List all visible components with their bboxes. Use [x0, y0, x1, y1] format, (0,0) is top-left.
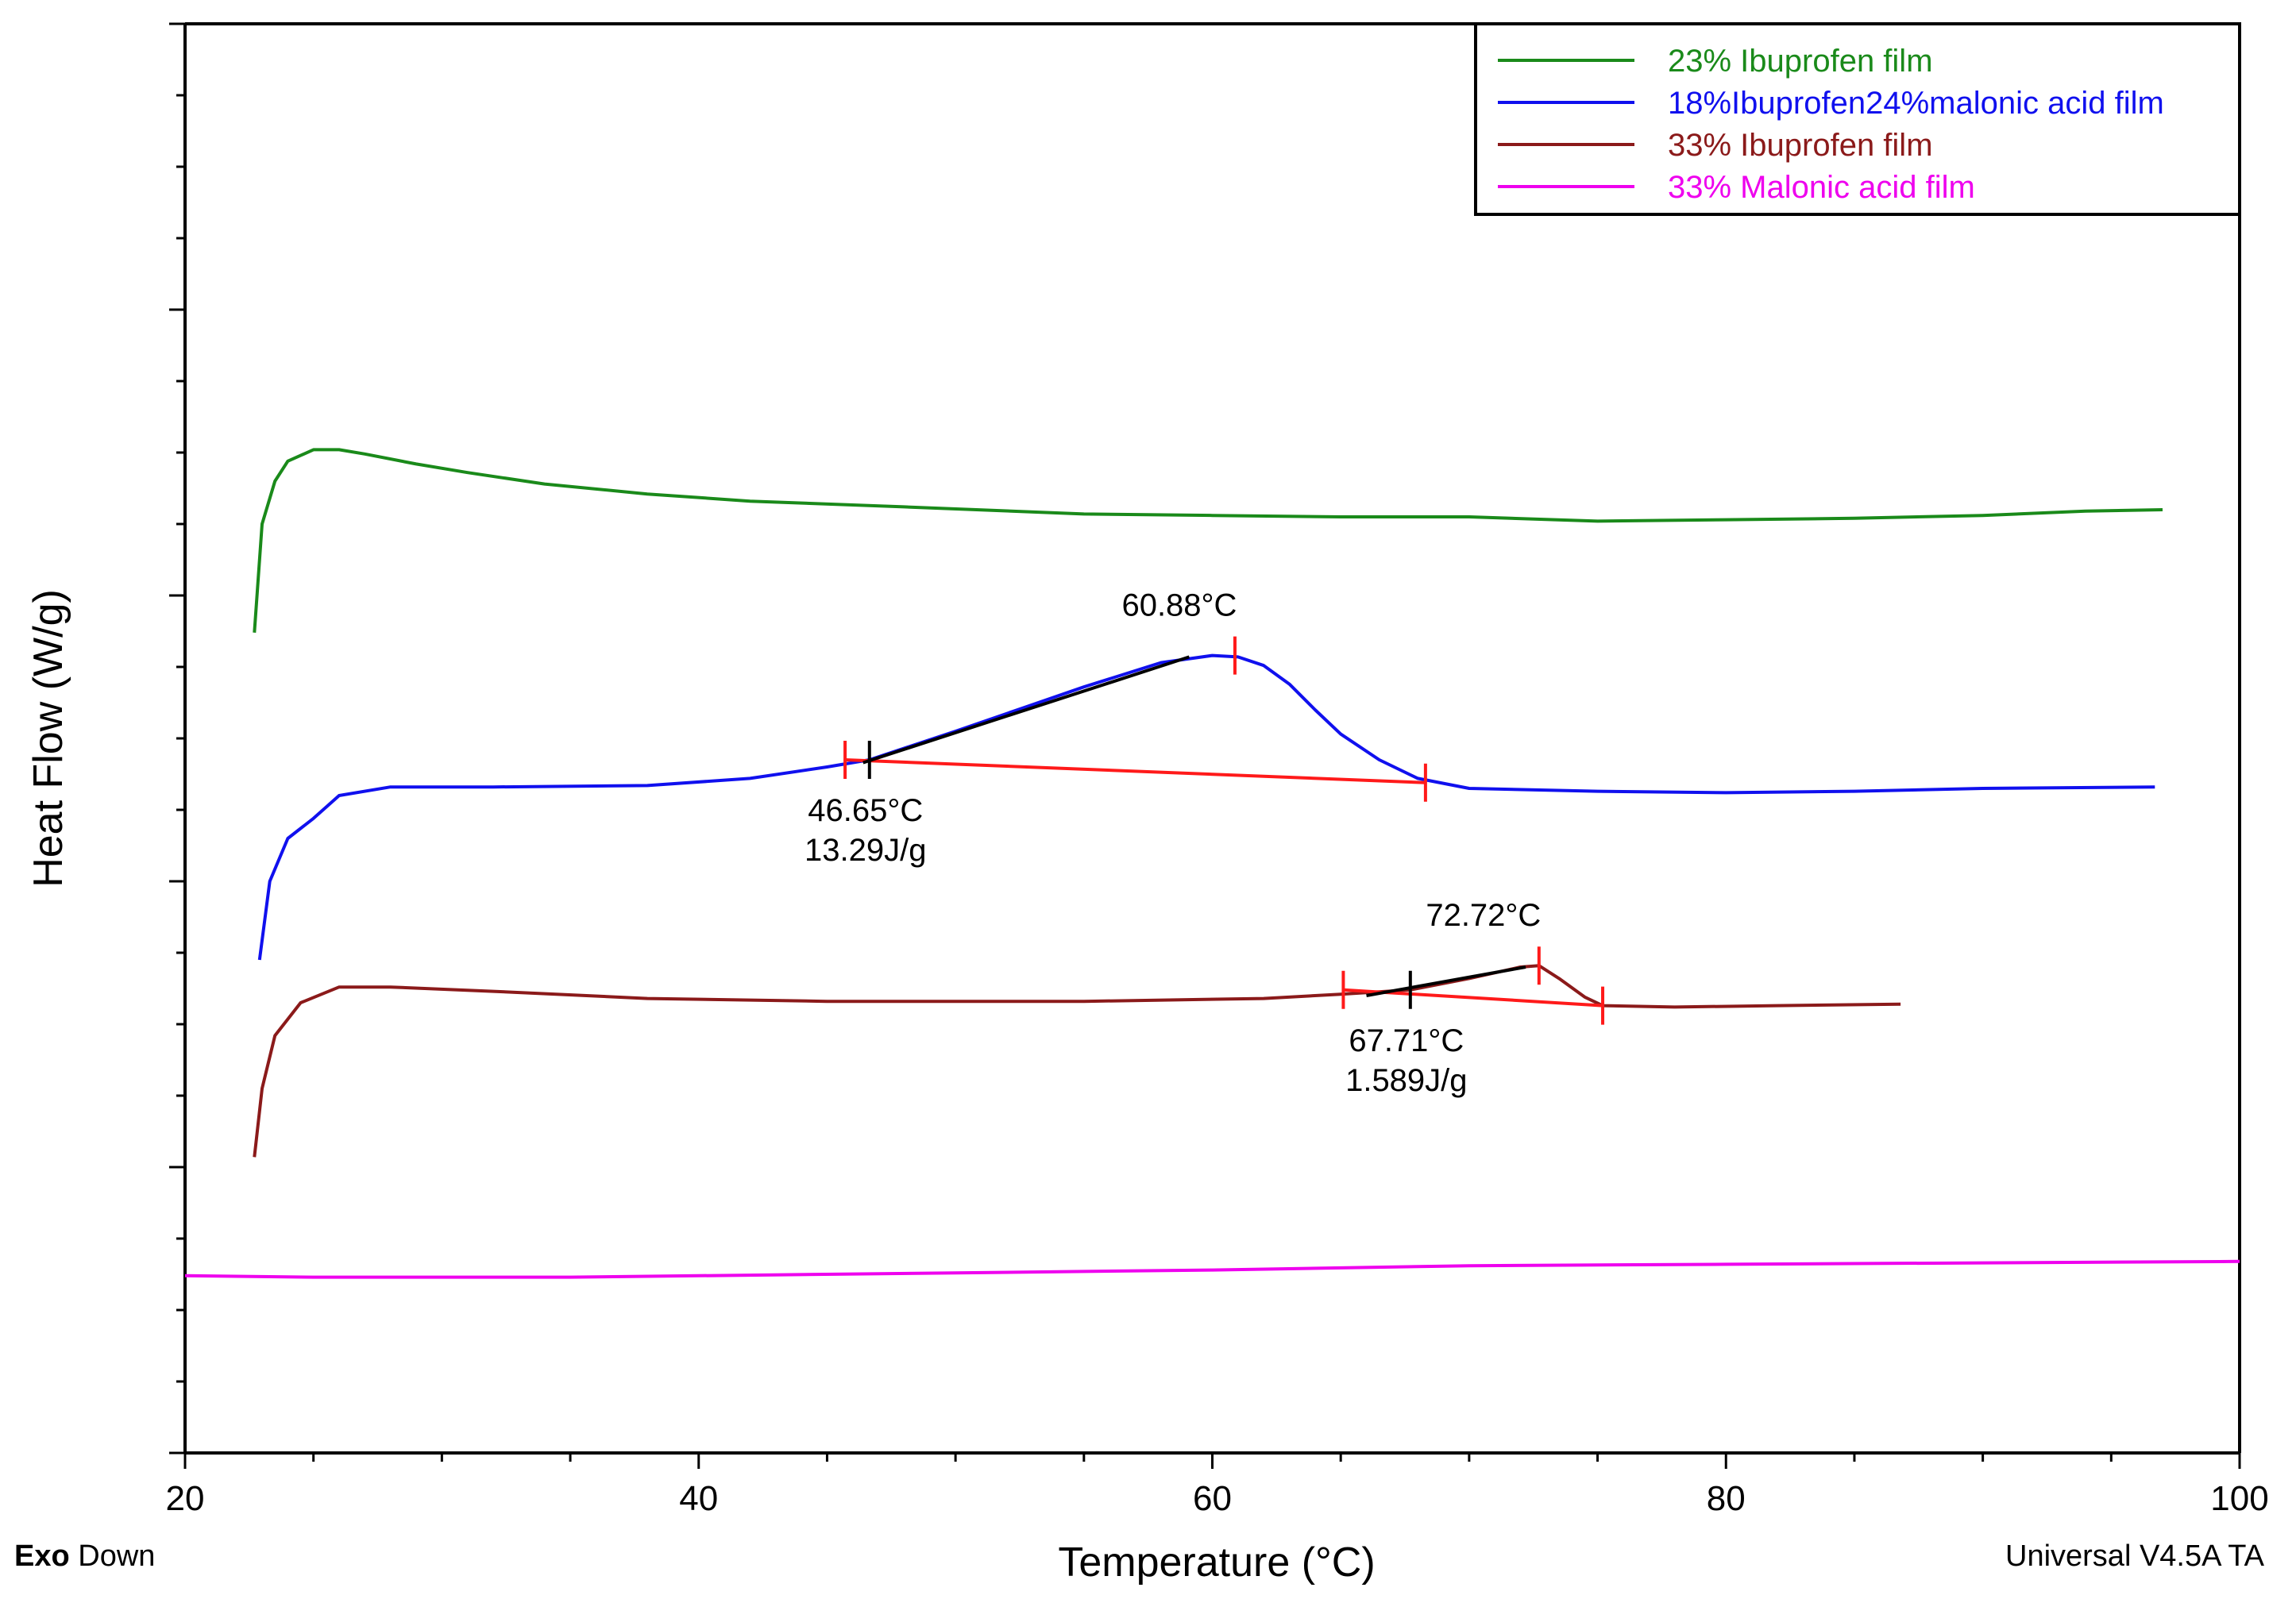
- series-line-3: [184, 1259, 2240, 1279]
- enthalpy-label: 1.589J/g: [1345, 1063, 1467, 1098]
- peak-temperature-label: 60.88°C: [1121, 588, 1237, 623]
- ticks: [169, 22, 2241, 1469]
- legend-label-1: 18%Ibuprofen24%malonic acid film: [1668, 86, 2164, 121]
- enthalpy-label: 13.29J/g: [805, 833, 926, 868]
- peak-temperature-label: 72.72°C: [1426, 898, 1541, 933]
- legend: 23% Ibuprofen film 18%Ibuprofen24%malonic…: [1474, 22, 2241, 216]
- legend-label-0: 23% Ibuprofen film: [1668, 44, 1933, 79]
- series-line-0: [253, 448, 2163, 633]
- x-tick-label: 60: [1193, 1479, 1232, 1518]
- exo-rest-text: Down: [70, 1539, 156, 1573]
- x-tick-label: 20: [166, 1479, 205, 1518]
- x-tick-label: 100: [2210, 1479, 2268, 1518]
- x-tick-label: 80: [1707, 1479, 1746, 1518]
- legend-box: [1474, 22, 2241, 216]
- legend-label-3: 33% Malonic acid film: [1668, 170, 1975, 205]
- legend-label-2: 33% Ibuprofen film: [1668, 128, 1933, 163]
- annotation-layer: 60.88°C 46.65°C 13.29J/g 72.72°C 67.71°C 1.58…: [805, 588, 1605, 1098]
- onset-tangent-line: [862, 655, 1190, 765]
- software-version-label: Universal V4.5A TA: [2005, 1539, 2265, 1573]
- onset-tangent-line: [1366, 965, 1526, 997]
- x-tick-label: 40: [679, 1479, 718, 1518]
- legend-items: 23% Ibuprofen film 18%Ibuprofen24%malonic…: [1498, 44, 2164, 205]
- y-axis-title: Heat Flow (W/g): [25, 589, 71, 888]
- series-line-2: [253, 964, 1901, 1158]
- x-tick-labels: 20 40 60 80 100: [166, 1479, 2269, 1518]
- series-layer: [184, 448, 2240, 1279]
- x-axis-title: Temperature (°C): [1058, 1539, 1375, 1586]
- exo-down-label: Exo Down: [14, 1539, 155, 1573]
- onset-temperature-label: 46.65°C: [808, 793, 923, 828]
- exo-bold-text: Exo: [14, 1539, 70, 1573]
- onset-temperature-label: 67.71°C: [1349, 1023, 1464, 1058]
- baseline-line: [844, 758, 1426, 784]
